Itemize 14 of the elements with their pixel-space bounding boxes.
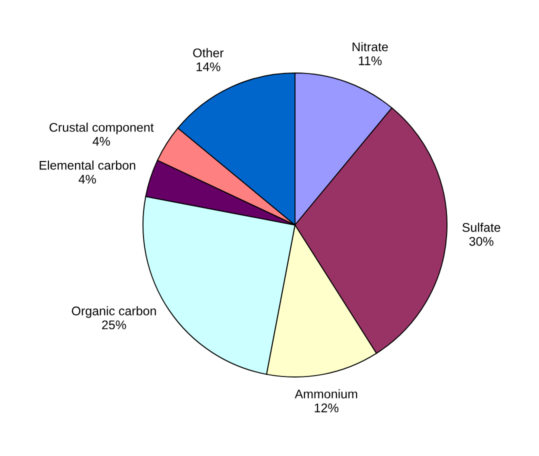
data-label: 4% [92,136,110,146]
data-label: 12% [314,403,338,412]
slice-label: Organic carbon [72,306,156,318]
slice-label: Other [193,48,224,58]
slice-label: Nitrate [352,42,388,52]
data-label: 30% [469,236,494,246]
slice-label: Ammonium [294,389,358,398]
slice-label: Sulfate [462,222,500,232]
data-label: 25% [102,320,126,330]
slice-label: Elemental carbon [40,160,136,170]
data-label: 11% [358,56,382,66]
data-label: 4% [78,174,96,184]
slice-label: Crustal component [50,122,154,134]
data-label: 14% [196,62,220,72]
